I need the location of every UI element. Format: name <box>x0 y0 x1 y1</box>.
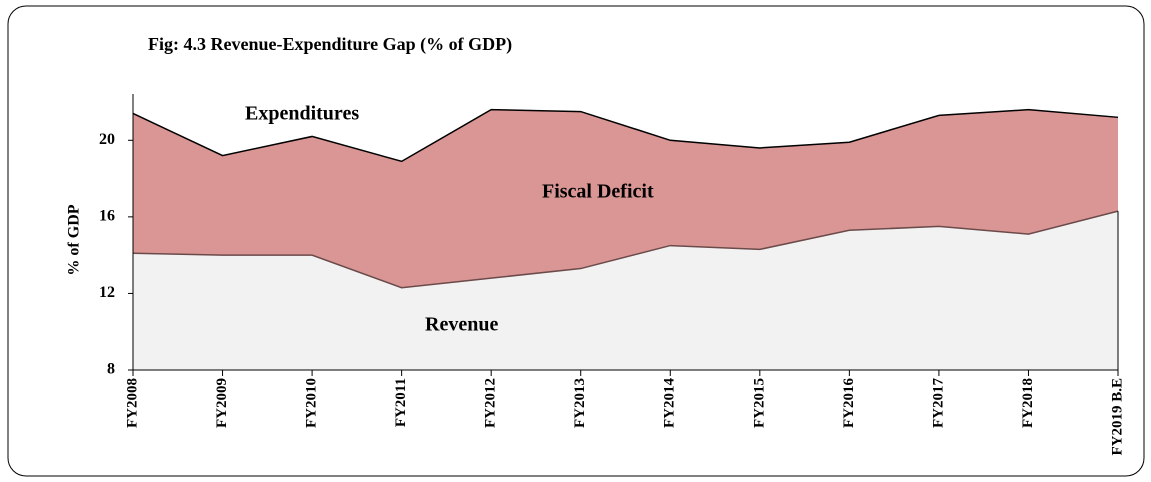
x-tick-label: FY2013 <box>572 378 588 428</box>
chart-title: Fig: 4.3 Revenue-Expenditure Gap (% of G… <box>148 34 512 55</box>
x-tick-label: FY2014 <box>662 378 678 428</box>
x-tick-label: FY2017 <box>930 378 946 428</box>
x-tick-label: FY2016 <box>841 378 857 428</box>
area <box>133 211 1118 370</box>
x-tick-label: FY2010 <box>304 378 320 428</box>
x-tick-label: FY2019 B.E <box>1109 378 1125 456</box>
frame <box>7 5 1145 477</box>
x-tick-label: FY2012 <box>483 378 499 428</box>
area-line <box>132 108 1119 163</box>
x-tick-label: FY2009 <box>214 378 230 428</box>
x-tick-label: FY2008 <box>124 378 140 428</box>
y-axis-label: % of GDP <box>66 204 83 275</box>
annotation: Fiscal Deficit <box>542 181 654 203</box>
series-label: Expenditures <box>245 103 359 125</box>
y-tick-label: 12 <box>99 284 115 301</box>
area-line <box>132 210 1119 289</box>
x-tick-label: FY2011 <box>393 378 409 427</box>
series-label: Revenue <box>425 314 498 336</box>
x-tick-label: FY2015 <box>751 378 767 428</box>
y-tick-label: 8 <box>107 361 115 378</box>
y-tick-label: 16 <box>99 208 115 225</box>
y-tick-label: 20 <box>99 131 115 148</box>
x-tick-label: FY2018 <box>1020 378 1036 428</box>
